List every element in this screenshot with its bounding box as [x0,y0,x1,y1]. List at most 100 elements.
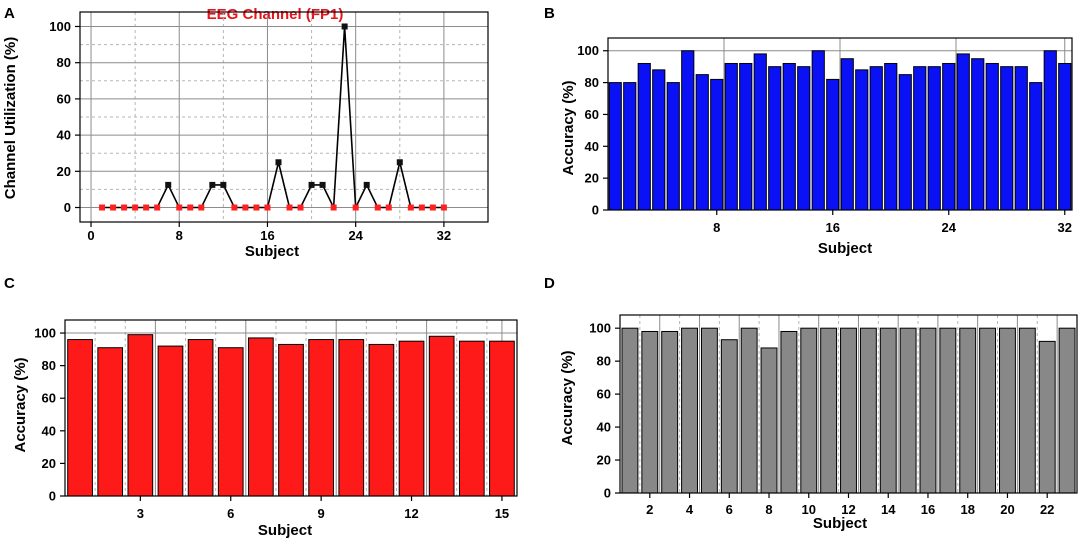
x-tick-label-a: 8 [176,228,183,243]
data-point-a [231,204,238,211]
bar-b [637,62,651,211]
x-tick-label-b: 24 [942,220,957,235]
chart-title-a: EEG Channel (FP1) [207,6,344,23]
y-tick-label-a: 100 [49,19,71,34]
bar-d [681,327,698,494]
bar-c [338,339,365,497]
bar-b [724,62,738,211]
bar-c [187,339,214,497]
data-point-a [374,204,381,211]
y-tick-label-c: 40 [42,423,56,438]
x-tick-label-d: 4 [686,502,694,517]
x-tick-label-d: 2 [646,502,653,517]
y-tick-label-b: 100 [577,43,599,58]
x-tick-label-d: 12 [841,502,855,517]
x-axis-title-b: Subject [818,240,872,257]
bar-d [700,327,718,494]
y-tick-label-a: 60 [57,91,71,106]
bar-b [869,66,883,211]
x-tick-label-b: 32 [1058,220,1072,235]
y-tick-label-d: 20 [597,453,611,468]
x-axis-title-d: Subject [813,515,867,532]
bar-c [127,334,154,497]
bar-b [811,50,825,211]
bar-d [820,327,838,494]
x-axis-title-c: Subject [258,522,312,539]
bar-d [899,327,917,494]
data-point-a [143,204,150,211]
bar-d [979,327,997,494]
bar-b [884,62,898,211]
x-tick-label-b: 16 [826,220,840,235]
bar-d [760,347,778,494]
y-axis-title-b: Accuracy (%) [560,80,577,175]
bar-b [782,62,796,211]
data-point-a [407,204,414,211]
plot-area-b: 0 20 40 60 80 100 8 16 24 32 [577,37,1073,235]
y-tick-label-b: 60 [585,107,599,122]
y-tick-label-d: 100 [589,321,611,336]
bar-b [608,82,622,211]
bar-b [666,82,680,211]
data-point-a [440,204,447,211]
plot-frame-c [64,319,518,497]
y-axis-title-a: Channel Utilization (%) [2,37,19,200]
bar-d [999,327,1016,494]
bar-b [826,78,840,211]
bar-b [652,69,666,211]
bar-d [840,327,857,494]
y-axis-title-d: Accuracy (%) [559,350,576,445]
data-point-a [209,181,216,188]
bar-c [217,347,244,497]
data-point-a [264,204,271,211]
x-tick-label-a: 24 [348,228,363,243]
data-point-a [99,204,106,211]
bar-b [1014,66,1028,211]
panel-b: B 0 20 40 60 80 100 8 16 24 32 Subject Accuracy (… [544,5,1073,257]
y-tick-label-c: 60 [42,391,56,406]
bar-d [621,327,639,494]
x-tick-label-c: 9 [318,506,325,521]
bar-d [959,327,977,494]
bar-c [157,345,184,497]
bar-d [780,330,798,494]
plot-area-c: 0 20 40 60 80 100 3 6 9 12 15 [34,319,518,521]
plot-frame-b [607,37,1073,211]
bar-d [800,327,818,494]
bar-b [840,58,854,211]
panel-c: C 0 20 40 60 80 100 3 6 9 12 15 Subject Accuracy (… [4,275,518,539]
y-tick-label-d: 0 [604,486,611,501]
x-tick-label-d: 18 [960,502,974,517]
x-tick-label-a: 32 [437,228,451,243]
bar-d [661,330,679,494]
bar-b [913,66,927,211]
panel-a: A EEG Channel (FP1) 0 20 40 60 80 100 0 8 16 24 32… [2,5,489,260]
bar-c [308,339,334,497]
bar-c [368,343,395,497]
y-tick-label-a: 0 [64,200,71,215]
bar-b [623,82,637,211]
bar-b [739,62,753,211]
y-tick-label-b: 0 [592,203,599,218]
panel-letter-a: A [4,5,15,22]
panel-letter-c: C [4,275,15,292]
data-point-a [363,181,370,188]
bar-c [67,339,93,497]
bar-c [278,343,304,497]
data-point-a [341,23,348,30]
bar-b [710,78,724,211]
bar-d [1038,340,1056,494]
bar-b [956,53,970,211]
data-point-a [132,204,139,211]
y-tick-label-b: 40 [585,139,599,154]
data-point-a [242,204,249,211]
data-point-a [297,204,304,211]
y-tick-label-d: 80 [597,354,611,369]
data-point-a [308,181,315,188]
data-point-a [275,159,282,166]
bar-b [695,74,709,211]
x-tick-label-d: 14 [881,502,896,517]
x-tick-label-c: 15 [495,506,509,521]
data-point-a [330,204,337,211]
bar-d [641,330,659,494]
